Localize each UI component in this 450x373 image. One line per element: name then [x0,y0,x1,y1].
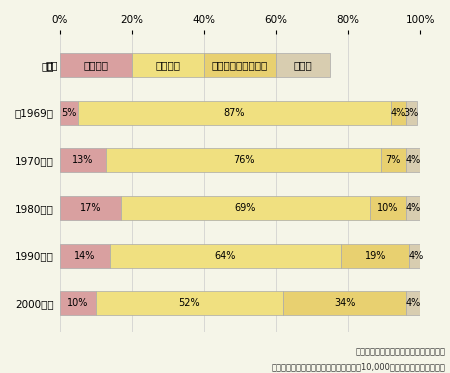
Text: 10%: 10% [377,203,399,213]
Bar [276,53,330,77]
Bar [406,148,420,172]
Text: 52%: 52% [179,298,200,308]
Bar [59,291,95,315]
Bar [59,196,121,220]
Text: 19%: 19% [364,251,386,261]
Bar [410,244,424,267]
Bar [406,196,420,220]
Text: 4%: 4% [409,251,424,261]
Text: その他: その他 [294,60,312,70]
Text: 凡例: 凡例 [45,60,58,70]
Text: 4%: 4% [405,155,421,165]
Bar [381,148,406,172]
Bar [59,53,132,77]
Bar [59,148,107,172]
Text: 資料：物流基礎調査（実態アンケート）: 資料：物流基礎調査（実態アンケート） [356,347,446,356]
Text: 14%: 14% [74,251,95,261]
Text: 単独立地: 単独立地 [155,60,180,70]
Bar [392,101,406,125]
Text: 共同ビル・雑居ビル: 共同ビル・雑居ビル [212,60,268,70]
Text: 4%: 4% [391,108,406,117]
Text: 69%: 69% [234,203,256,213]
Text: 10%: 10% [67,298,88,308]
Bar [77,101,391,125]
Bar [341,244,410,267]
Text: 34%: 34% [334,298,355,308]
Text: 87%: 87% [224,108,245,117]
Text: （立地年次および所有形態を回答した絀10,000事業所の拡大後の集計）: （立地年次および所有形態を回答した絀10,000事業所の拡大後の集計） [272,362,446,371]
Bar [121,196,370,220]
Text: 17%: 17% [80,203,101,213]
Text: 集団立地: 集団立地 [83,60,108,70]
Bar [406,291,420,315]
Bar [107,148,381,172]
Bar [370,196,406,220]
Bar [283,291,406,315]
Text: 3%: 3% [404,108,419,117]
Bar [204,53,276,77]
Text: 4%: 4% [405,298,421,308]
Bar [110,244,341,267]
Bar [406,101,417,125]
Text: 5%: 5% [61,108,76,117]
Text: 76%: 76% [233,155,254,165]
Text: 4%: 4% [405,203,421,213]
Bar [95,291,283,315]
Text: 13%: 13% [72,155,94,165]
Bar [59,244,110,267]
Text: 64%: 64% [215,251,236,261]
Text: 7%: 7% [386,155,401,165]
Bar [59,101,77,125]
Bar [132,53,204,77]
